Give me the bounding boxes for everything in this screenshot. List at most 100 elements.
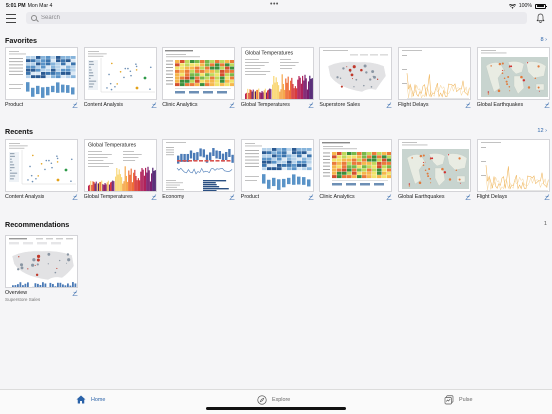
metrics-icon[interactable] (465, 101, 471, 108)
thumbnail-preview (322, 142, 392, 186)
metrics-icon[interactable] (544, 101, 550, 108)
workbook-card[interactable]: Global Earthquakes (397, 139, 471, 200)
favorites-see-all-link[interactable]: 8 › (540, 37, 547, 43)
recommendations-count: 1 (543, 221, 547, 227)
metrics-icon[interactable] (229, 193, 235, 200)
multitasking-dots-icon[interactable]: ••• (270, 1, 279, 8)
workbook-thumbnail[interactable] (319, 47, 393, 100)
workbook-card[interactable]: Clinic Analytics (162, 47, 236, 108)
workbook-card[interactable]: Economy (162, 139, 236, 200)
workbook-card[interactable]: Clinic Analytics (319, 139, 393, 200)
tab-explore[interactable]: Explore (257, 395, 290, 405)
tab-bar: Home Explore Pulse (0, 389, 552, 414)
battery-percent: 100% (518, 3, 532, 9)
favorites-header: Favorites 8 › (5, 35, 547, 45)
workbook-thumbnail[interactable] (83, 47, 157, 100)
metrics-icon[interactable] (465, 193, 471, 200)
workbook-card[interactable]: Product (5, 47, 78, 108)
tab-pulse[interactable]: Pulse (444, 395, 473, 405)
workbook-thumbnail[interactable] (476, 139, 550, 192)
search-input[interactable] (41, 15, 241, 21)
metrics-icon[interactable] (308, 193, 314, 200)
workbook-thumbnail[interactable] (5, 235, 78, 288)
workbook-thumbnail[interactable] (319, 139, 393, 192)
wifi-icon (508, 3, 516, 9)
menu-icon[interactable] (6, 14, 16, 23)
workbook-title: Global Earthquakes (397, 193, 445, 200)
workbook-thumbnail[interactable] (162, 47, 236, 100)
tab-home-label: Home (91, 396, 106, 403)
thumbnail-preview: Global Temperatures (87, 143, 156, 191)
card-footer: Global Earthquakes (398, 194, 471, 200)
workbook-card[interactable]: Content Analysis (5, 139, 78, 200)
search-bar[interactable] (26, 12, 527, 24)
status-right: 100% (508, 3, 547, 9)
thumb-title: Global Temperatures (88, 143, 136, 149)
favorites-title: Favorites (5, 35, 37, 45)
workbook-title: Global Temperatures (83, 193, 133, 200)
workbook-title: Overview Superstore Sales (5, 289, 41, 302)
card-footer: Superstore Sales (319, 102, 392, 108)
recommendations-header: Recommendations 1 (5, 219, 547, 229)
metrics-icon[interactable] (386, 193, 392, 200)
card-footer: Clinic Analytics (319, 194, 392, 200)
workbook-thumbnail[interactable] (476, 47, 550, 100)
workbook-card[interactable]: Content Analysis (83, 47, 157, 108)
workbook-title: Global Temperatures (240, 101, 290, 108)
recents-see-all-link[interactable]: 12 › (537, 128, 547, 134)
workbook-card[interactable]: Flight Delays (476, 139, 550, 200)
metrics-icon[interactable] (386, 101, 392, 108)
card-footer: Flight Delays (398, 102, 471, 108)
metrics-icon[interactable] (72, 289, 78, 296)
workbook-thumbnail[interactable] (162, 139, 236, 192)
workbook-thumbnail[interactable] (397, 47, 471, 100)
workbook-card[interactable]: Global Temperatures Global Temperatures (240, 47, 314, 108)
notifications-bell-icon[interactable] (536, 13, 545, 23)
recommendations-title: Recommendations (5, 219, 70, 229)
workbook-title: Clinic Analytics (319, 193, 355, 200)
workbook-thumbnail[interactable]: Global Temperatures (83, 139, 157, 192)
home-indicator[interactable] (206, 407, 346, 410)
metrics-icon[interactable] (72, 101, 78, 108)
metrics-icon[interactable] (229, 101, 235, 108)
pulse-icon (444, 395, 454, 405)
workbook-title: Flight Delays (397, 101, 429, 108)
search-icon (31, 15, 37, 21)
workbook-thumbnail[interactable] (5, 47, 78, 100)
status-date: Mon Mar 4 (27, 3, 53, 9)
workbook-title: Economy (162, 193, 185, 200)
metrics-icon[interactable] (544, 193, 550, 200)
card-footer: Content Analysis (84, 102, 157, 108)
thumbnail-preview (401, 50, 470, 99)
card-footer: Global Temperatures (241, 102, 314, 108)
workbook-card[interactable]: Global Earthquakes (476, 47, 550, 108)
card-footer: Overview Superstore Sales (5, 290, 78, 302)
home-icon (76, 395, 86, 404)
tab-explore-label: Explore (272, 397, 291, 403)
workbook-thumbnail[interactable] (5, 139, 78, 192)
thumbnail-preview: Global Temperatures (244, 51, 313, 99)
workbook-card[interactable]: Flight Delays (397, 47, 471, 108)
recents-row: Content Analysis Global Temperatures Globa… (5, 139, 550, 200)
workbook-card[interactable]: Overview Superstore Sales (5, 235, 78, 302)
workbook-thumbnail[interactable]: Global Temperatures (240, 47, 314, 100)
status-bar: 5:01 PM Mon Mar 4 ••• 100% (0, 0, 552, 11)
workbook-card[interactable]: Global Temperatures Global Temperatures (83, 139, 157, 200)
top-bar (0, 12, 552, 26)
thumbnail-preview (9, 51, 76, 98)
recommendations-row: Overview Superstore Sales (5, 235, 78, 302)
thumbnail-preview (401, 142, 469, 189)
workbook-thumbnail[interactable] (397, 139, 471, 192)
metrics-icon[interactable] (72, 193, 78, 200)
workbook-card[interactable]: Superstore Sales (319, 47, 393, 108)
metrics-icon[interactable] (151, 101, 157, 108)
workbook-title: Content Analysis (5, 193, 45, 200)
battery-icon (535, 3, 547, 9)
workbook-card[interactable]: Product (240, 139, 314, 200)
metrics-icon[interactable] (308, 101, 314, 108)
card-footer: Global Earthquakes (477, 102, 550, 108)
workbook-thumbnail[interactable] (240, 139, 314, 192)
metrics-icon[interactable] (151, 193, 157, 200)
thumbnail-preview (166, 142, 234, 191)
tab-home[interactable]: Home (76, 395, 105, 404)
